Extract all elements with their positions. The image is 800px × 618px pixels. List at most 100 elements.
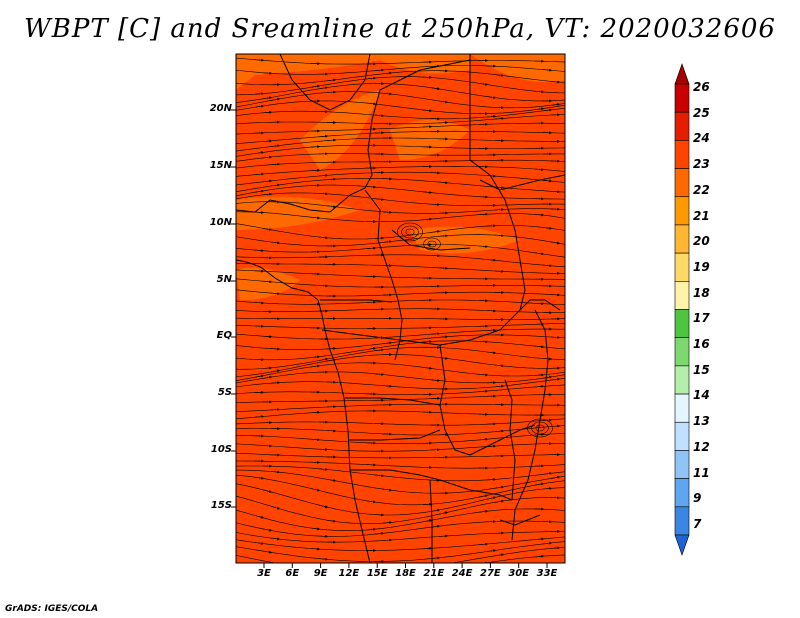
colorbar-swatch [674, 224, 690, 254]
streamline-arrow [374, 372, 385, 376]
streamline-arrow [374, 531, 385, 535]
colorbar-label: 11 [693, 465, 710, 480]
vortex-ring [423, 237, 441, 251]
colorbar-swatch [674, 281, 690, 310]
streamline-arrow [430, 87, 441, 91]
colorbar [674, 63, 690, 556]
streamline-arrow [534, 537, 545, 541]
vortex-ring [401, 225, 419, 239]
streamline [236, 178, 565, 193]
streamline-arrow [444, 562, 449, 563]
colorbar-swatch [674, 252, 690, 282]
streamline [236, 483, 565, 516]
streamline-arrow [430, 378, 441, 382]
streamline-arrow [422, 217, 433, 221]
streamline [236, 378, 565, 390]
streamline-arrow [318, 467, 329, 471]
vortex-ring [535, 424, 545, 432]
streamline-arrow [270, 162, 281, 166]
streamline-arrow [254, 58, 265, 62]
colorbar-label: 26 [693, 80, 710, 94]
streamline-arrow [270, 537, 281, 541]
colorbar-label: 24 [693, 131, 710, 146]
streamline-arrow [478, 437, 489, 441]
lat-ticks [231, 109, 236, 508]
streamline [236, 145, 565, 157]
streamline-arrow [326, 78, 337, 82]
streamline-arrow [550, 377, 561, 381]
streamline [236, 469, 565, 494]
streamline [236, 536, 565, 551]
streamline [236, 425, 565, 436]
streamline-arrow [382, 210, 393, 214]
streamline-arrow [270, 144, 281, 148]
streamline [236, 460, 565, 469]
streamline-arrow [318, 86, 329, 90]
streamline-arrow [326, 347, 337, 351]
streamline-arrow [262, 71, 273, 75]
streamline-arrow [270, 97, 281, 101]
streamline [236, 371, 565, 384]
streamline-arrow [438, 181, 449, 185]
streamline-arrow [550, 475, 561, 479]
colorbar-top-arrow [674, 63, 690, 85]
streamline [236, 234, 565, 247]
streamline-arrow [262, 489, 273, 493]
streamline-arrow [310, 355, 321, 359]
streamline-arrow [310, 410, 321, 414]
streamline-arrow [254, 476, 265, 480]
streamline-arrow [366, 246, 377, 250]
lon-ticks [263, 563, 548, 568]
streamline-arrow [486, 115, 497, 119]
vortex-ring [427, 240, 437, 248]
colorbar-label: 23 [693, 157, 710, 172]
streamline-arrow [318, 173, 329, 177]
streamline-arrow [326, 90, 337, 94]
streamline [236, 541, 565, 562]
streamline [236, 114, 565, 125]
lon-label: 24E [451, 568, 473, 579]
lat-label: 5N [216, 274, 232, 285]
streamline-arrow [478, 494, 489, 498]
streamline [236, 384, 565, 395]
streamline-arrow [262, 192, 273, 196]
streamline-arrow [262, 366, 273, 370]
streamline [236, 91, 565, 109]
streamline-arrow [438, 335, 449, 339]
streamline-arrow [486, 549, 497, 553]
streamline-arrow [326, 478, 337, 482]
lon-label: 33E [536, 568, 558, 579]
streamline-arrow [542, 486, 553, 490]
colorbar-swatch [674, 337, 690, 367]
streamline-arrow [262, 335, 273, 339]
streamline [236, 244, 565, 258]
colorbar-label: 17 [693, 311, 710, 326]
streamline-arrow [534, 107, 545, 111]
streamline [236, 354, 565, 378]
streamline-arrow [310, 547, 321, 551]
streamline-arrow [262, 528, 273, 532]
streamline [236, 474, 565, 506]
streamline-arrow [494, 186, 505, 190]
colorbar-label: 19 [693, 259, 710, 274]
colorbar-swatch [674, 506, 690, 536]
streamline-arrow [542, 418, 553, 422]
streamline-arrow [374, 197, 385, 201]
lon-label: 6E [285, 568, 300, 579]
streamline-arrow [534, 345, 545, 349]
streamline-arrow [366, 500, 377, 504]
streamline [236, 322, 565, 329]
colorbar-label: 14 [693, 388, 710, 403]
streamline [236, 465, 565, 482]
streamline-arrow [542, 108, 553, 112]
streamline-arrow [438, 356, 449, 360]
streamline [236, 269, 565, 280]
streamline-arrow [382, 92, 393, 96]
streamline-arrow [326, 177, 337, 181]
streamline-arrow [534, 373, 545, 377]
streamline-arrow [374, 114, 385, 118]
streamline-arrow [438, 234, 449, 238]
streamline-arrow [310, 438, 321, 442]
lat-label: 15N [209, 160, 232, 171]
lat-label: 10S [210, 444, 232, 455]
